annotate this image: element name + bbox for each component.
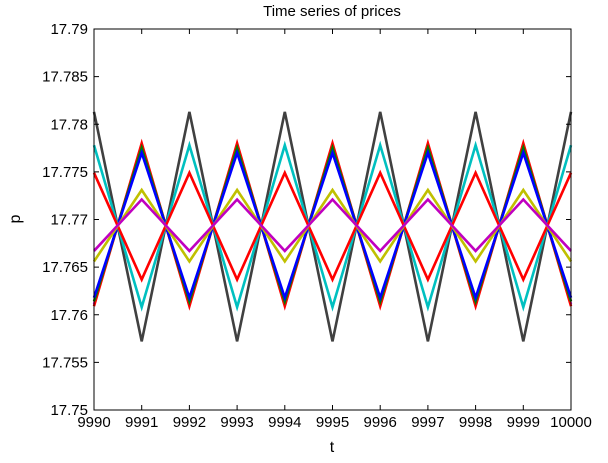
series-layer (92, 111, 573, 342)
series-line-5 (92, 148, 573, 302)
series-line-7 (92, 169, 573, 283)
y-tick-label: 17.775 (42, 164, 88, 181)
x-tick-label: 10000 (550, 414, 592, 431)
x-tick-label: 9999 (507, 414, 540, 431)
x-tick-label: 9992 (173, 414, 206, 431)
x-tick-label: 9991 (125, 414, 158, 431)
x-tick-label: 9996 (364, 414, 397, 431)
y-tick-label: 17.75 (50, 402, 88, 419)
y-tick-label: 17.79 (50, 21, 88, 38)
x-tick-label: 9994 (268, 414, 301, 431)
series-line-6 (92, 140, 573, 312)
plot-frame (93, 28, 572, 411)
x-tick-label: 9995 (316, 414, 349, 431)
y-tick-label: 17.785 (42, 69, 88, 86)
x-tick-label: 9997 (411, 414, 444, 431)
x-tick-label: 9990 (77, 414, 110, 431)
y-tick-label: 17.76 (50, 307, 88, 324)
x-tick-label: 9993 (220, 414, 253, 431)
chart-title: Time series of prices (263, 3, 401, 20)
y-tick-label: 17.78 (50, 116, 88, 133)
tick-layer: 9990 9991 9992 9993 9994 9995 9996 9997 9998 9999… (42, 21, 592, 431)
y-tick-label: 17.765 (42, 259, 88, 276)
x-tick-label: 9998 (459, 414, 492, 431)
y-tick-label: 17.755 (42, 354, 88, 371)
series-line-1 (92, 111, 573, 342)
y-axis-title: p (7, 214, 24, 223)
series-line-9 (93, 197, 572, 253)
y-tick-label: 17.77 (50, 212, 88, 229)
series-line-8 (92, 187, 573, 264)
x-axis-title: t (330, 439, 335, 456)
